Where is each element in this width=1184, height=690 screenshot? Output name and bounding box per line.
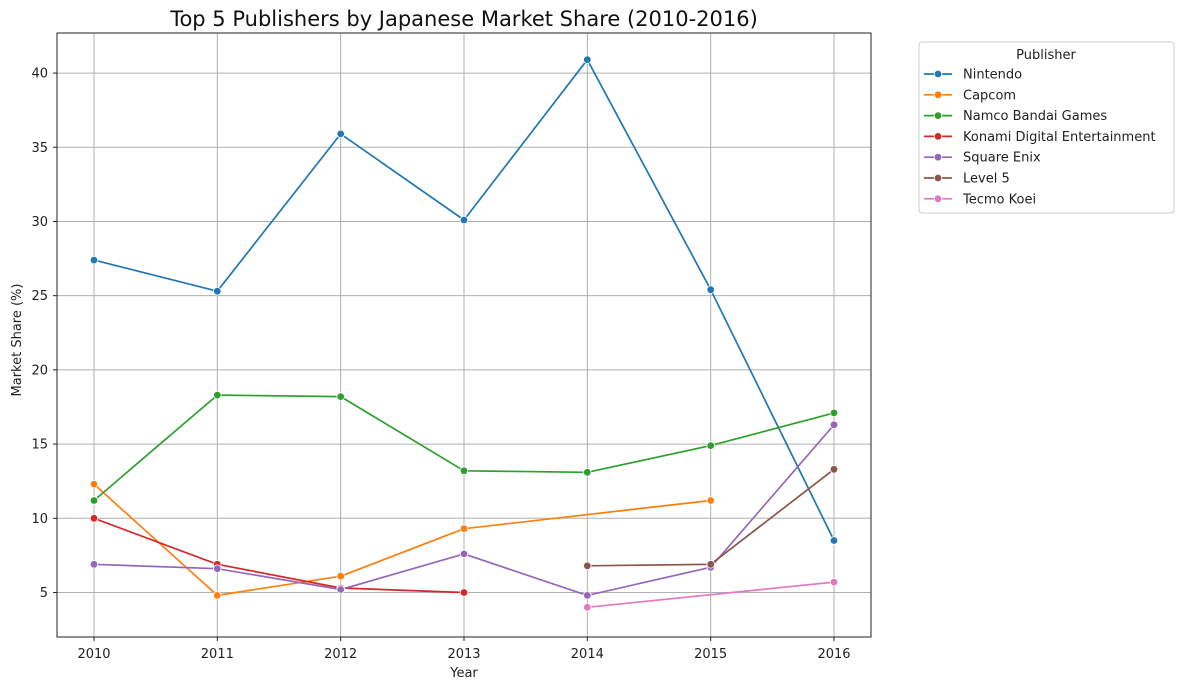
x-tick-label: 2013 [447, 647, 480, 662]
data-point-namco-bandai-games [213, 390, 222, 400]
series-capcom [89, 479, 715, 600]
x-tick-label: 2012 [324, 647, 357, 662]
series-nintendo [89, 55, 839, 545]
data-point-namco-bandai-games [829, 408, 839, 418]
data-point-square-enix [89, 560, 99, 569]
legend-swatch-marker [933, 69, 943, 79]
x-tick-label: 2014 [571, 647, 604, 662]
data-point-capcom [213, 591, 222, 600]
data-point-nintendo [829, 536, 839, 545]
axis-ticks: 2010 2011 2012 2013 2014 2015 2016 5 10 15 20 25 30 3… [31, 67, 850, 662]
data-point-namco-bandai-games [459, 466, 469, 475]
data-point-konami-digital-entertainment [89, 514, 99, 523]
legend-label: Capcom [963, 88, 1016, 103]
legend-label: Square Enix [963, 151, 1041, 166]
data-point-square-enix [829, 420, 839, 429]
data-point-nintendo [336, 129, 345, 139]
x-tick-label: 2015 [694, 647, 727, 662]
series-line-tecmo-koei [587, 581, 835, 609]
series-namco-bandai-games [89, 390, 839, 505]
data-point-capcom [336, 572, 345, 581]
x-axis-label: Year [449, 666, 478, 681]
data-point-tecmo-koei [829, 577, 839, 587]
data-point-capcom [89, 479, 99, 489]
y-axis-label: Market Share (%) [10, 284, 25, 397]
data-point-namco-bandai-games [89, 496, 99, 505]
data-point-square-enix [213, 564, 222, 573]
series-lines [89, 55, 839, 612]
series-line-capcom [93, 483, 711, 597]
legend-frame [918, 41, 1175, 214]
data-point-level-5 [583, 561, 592, 570]
data-point-nintendo [89, 255, 99, 265]
data-point-namco-bandai-games [336, 392, 345, 401]
data-point-tecmo-koei [583, 603, 592, 612]
chart-title: Top 5 Publishers by Japanese Market Shar… [169, 7, 758, 31]
data-point-nintendo [706, 285, 715, 294]
y-tick-label: 15 [31, 438, 48, 453]
x-tick-label: 2011 [201, 647, 234, 662]
series-tecmo-koei [583, 577, 839, 612]
x-tick-label: 2010 [77, 647, 110, 662]
series-konami-digital-entertainment [89, 514, 469, 597]
y-tick-label: 5 [40, 586, 48, 601]
data-point-nintendo [459, 215, 469, 225]
grid-lines [57, 33, 871, 637]
legend-swatch-marker [933, 132, 943, 141]
legend-item-level-5: Level 5 [924, 172, 1010, 187]
data-point-konami-digital-entertainment [459, 588, 469, 597]
data-point-namco-bandai-games [583, 468, 592, 477]
data-point-nintendo [583, 55, 592, 64]
legend-swatch-marker [933, 194, 943, 203]
legend-item-capcom: Capcom [924, 88, 1016, 103]
data-point-capcom [706, 496, 715, 505]
y-tick-label: 10 [31, 512, 48, 527]
legend-items: Nintendo Capcom Namco Bandai Games Konami D… [924, 68, 1156, 207]
data-point-nintendo [213, 287, 222, 296]
legend-item-nintendo: Nintendo [924, 68, 1022, 83]
legend-label: Tecmo Koei [962, 192, 1036, 207]
y-tick-label: 35 [31, 141, 48, 156]
legend-title: Publisher [1016, 48, 1076, 63]
y-tick-label: 30 [31, 215, 48, 230]
legend-swatch-marker [933, 90, 943, 99]
series-level-5 [583, 465, 839, 570]
legend-swatch-marker [933, 111, 943, 120]
legend-label: Level 5 [963, 172, 1010, 187]
y-tick-label: 25 [31, 289, 48, 304]
data-point-level-5 [706, 560, 715, 569]
x-tick-label: 2016 [817, 647, 850, 662]
legend: Publisher Nintendo Capcom Namco Bandai Gam… [918, 41, 1175, 214]
legend-item-konami-digital-entertainment: Konami Digital Entertainment [924, 130, 1156, 145]
legend-item-namco-bandai-games: Namco Bandai Games [924, 109, 1107, 124]
y-tick-label: 20 [31, 363, 48, 378]
data-point-square-enix [336, 585, 345, 594]
legend-swatch-marker [933, 173, 943, 183]
legend-item-square-enix: Square Enix [924, 151, 1041, 166]
legend-label: Konami Digital Entertainment [963, 130, 1156, 145]
y-tick-label: 40 [31, 67, 48, 82]
legend-label: Namco Bandai Games [963, 109, 1107, 124]
series-line-konami-digital-entertainment [93, 517, 465, 594]
legend-item-tecmo-koei: Tecmo Koei [924, 192, 1036, 207]
data-point-level-5 [829, 465, 839, 474]
legend-label: Nintendo [963, 68, 1022, 83]
data-point-square-enix [583, 591, 592, 600]
data-point-namco-bandai-games [706, 441, 715, 450]
data-point-capcom [459, 524, 469, 533]
data-point-square-enix [459, 549, 469, 559]
legend-swatch-marker [933, 152, 943, 162]
